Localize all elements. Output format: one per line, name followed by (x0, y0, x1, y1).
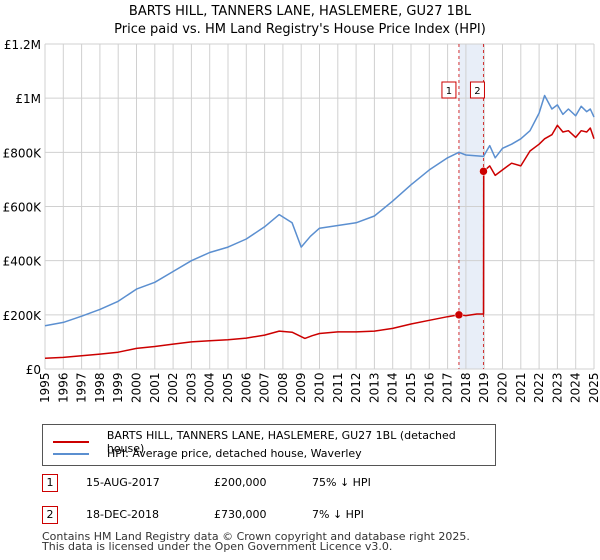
x-tick-label: 1995 (38, 372, 52, 403)
x-tick-label: 2018 (459, 372, 473, 403)
legend: BARTS HILL, TANNERS LANE, HASLEMERE, GU2… (42, 424, 496, 466)
x-tick-label: 2011 (331, 372, 345, 403)
sale-row-2: 2 18-DEC-2018 £730,000 7% ↓ HPI (42, 506, 442, 526)
sale-date: 18-DEC-2018 (86, 508, 160, 521)
legend-property-label: BARTS HILL, TANNERS LANE, HASLEMERE, GU2… (106, 429, 456, 455)
x-tick-label: 1998 (93, 372, 107, 403)
x-tick-label: 2023 (550, 372, 564, 403)
sale-row-1: 1 15-AUG-2017 £200,000 75% ↓ HPI (42, 474, 442, 494)
x-tick-label: 2021 (514, 372, 528, 403)
y-tick-label: £0 (26, 363, 41, 377)
sale-point (479, 167, 488, 176)
footer-copyright: Contains HM Land Registry data © Crown c… (42, 530, 470, 543)
price-chart: £0 £200K £400K £600K £800K £1M £1.2M 1995 1996 19… (3, 38, 600, 403)
x-tick-label: 1997 (75, 372, 89, 403)
legend-hpi-label: HPI: Average price, detached house, Wave… (107, 447, 362, 460)
property-price-line (44, 124, 595, 359)
hpi-line (44, 94, 595, 327)
y-tick-label: £600K (3, 201, 43, 215)
x-tick-label: 2008 (276, 372, 290, 403)
x-tick-label: 2006 (239, 372, 253, 403)
x-tick-label: 2025 (587, 372, 600, 403)
sale-label-box (441, 81, 457, 99)
x-tick-label: 2013 (367, 372, 381, 403)
legend-item-hpi: HPI: Average price, detached house, Wave… (53, 447, 362, 460)
sale-point (454, 310, 464, 320)
x-tick-label: 2020 (496, 372, 510, 403)
sale-label-box (469, 81, 485, 99)
sale-number-badge: 1 (42, 474, 58, 492)
legend-property-swatch (53, 441, 89, 443)
x-tick-label: 2000 (130, 372, 144, 403)
x-tick-label: 1999 (111, 372, 125, 403)
legend-hpi-swatch (53, 452, 89, 455)
x-tick-label: 2019 (477, 372, 491, 403)
x-tick-label: 2004 (203, 372, 217, 403)
sale-hpi-diff: 7% ↓ HPI (312, 508, 364, 521)
sale-price: £200,000 (214, 476, 267, 489)
y-tick-label: £800K (3, 146, 43, 160)
x-tick-label: 2017 (441, 372, 455, 403)
x-tick-label: 2014 (386, 372, 400, 403)
footer-licence: This data is licensed under the Open Gov… (42, 540, 393, 553)
x-tick-label: 2022 (532, 372, 546, 403)
x-tick-label: 2015 (404, 372, 418, 403)
legend-item-property: BARTS HILL, TANNERS LANE, HASLEMERE, GU2… (53, 429, 495, 455)
x-tick-label: 2012 (349, 372, 363, 403)
y-tick-label: £200K (3, 309, 43, 323)
x-tick-label: 2002 (166, 372, 180, 403)
sale-number-badge: 2 (42, 506, 58, 524)
x-tick-label: 1996 (56, 372, 70, 403)
y-tick-label: £1M (15, 92, 41, 106)
y-tick-label: £1.2M (4, 38, 41, 52)
chart-title-line2: Price paid vs. HM Land Registry's House … (114, 22, 486, 37)
sale-hpi-diff: 75% ↓ HPI (312, 476, 371, 489)
x-tick-label: 2024 (569, 372, 583, 403)
x-tick-label: 2005 (221, 372, 235, 403)
x-tick-label: 2010 (313, 372, 327, 403)
x-tick-label: 2001 (148, 372, 162, 403)
chart-title-line1: BARTS HILL, TANNERS LANE, HASLEMERE, GU2… (128, 4, 472, 19)
y-tick-label: £400K (3, 255, 43, 269)
x-tick-label: 2007 (258, 372, 272, 403)
sale-date: 15-AUG-2017 (86, 476, 160, 489)
sale-label: 2 (474, 86, 480, 97)
sale-label: 1 (446, 86, 452, 97)
x-tick-label: 2003 (184, 372, 198, 403)
x-tick-label: 2009 (294, 372, 308, 403)
sale-price: £730,000 (214, 508, 267, 521)
x-tick-label: 2016 (422, 372, 436, 403)
